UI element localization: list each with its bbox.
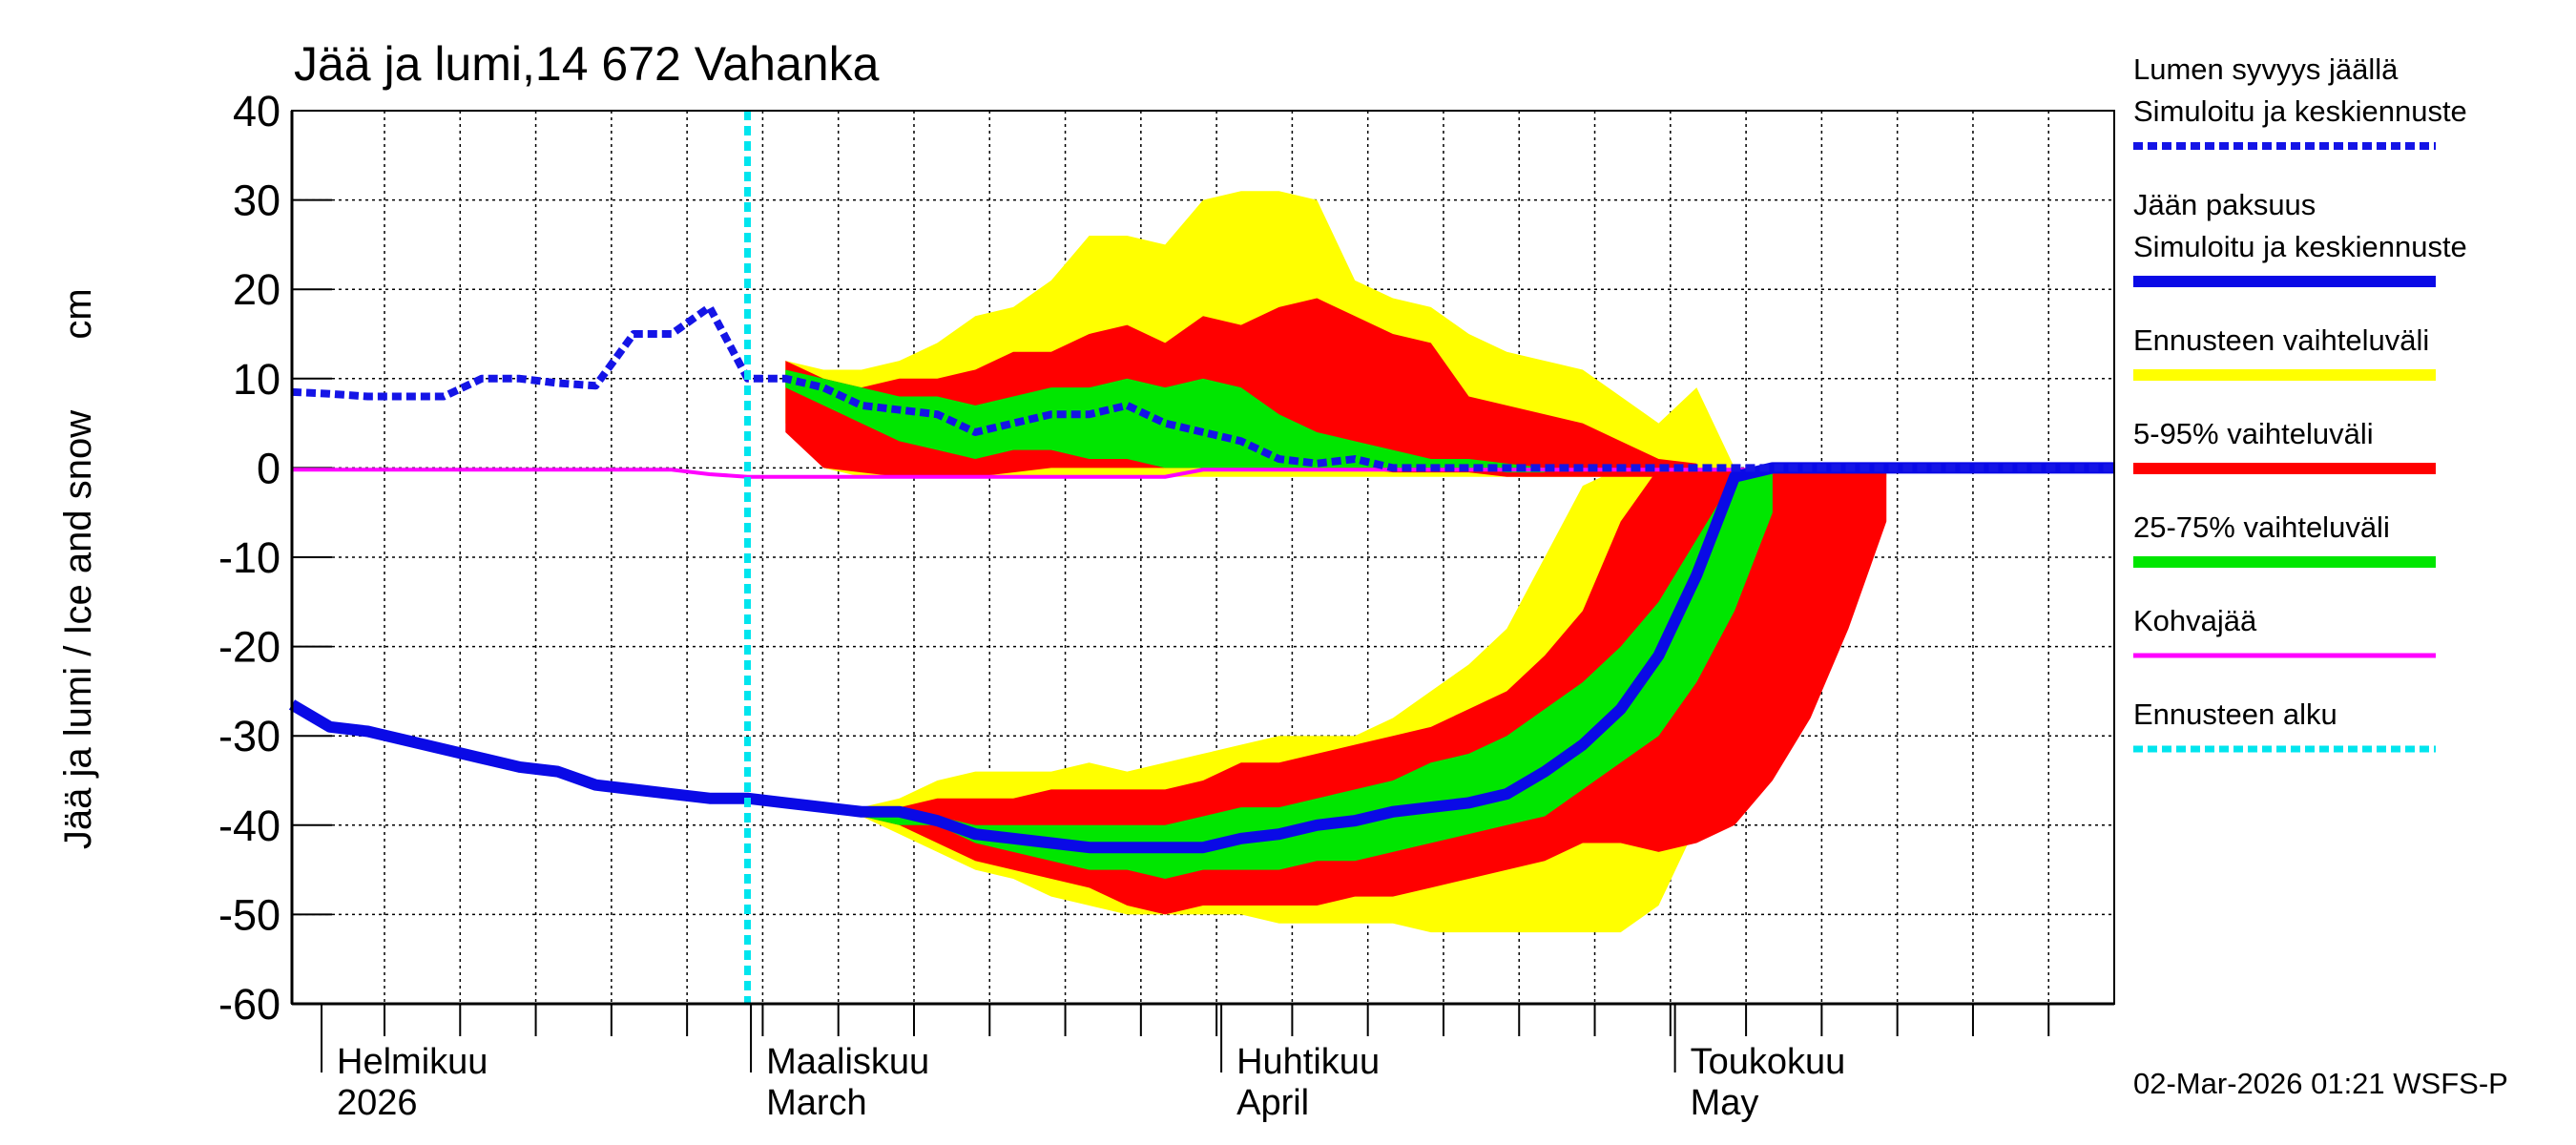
x-month-label: April <box>1236 1083 1309 1123</box>
legend-label: Ennusteen alku <box>2133 697 2337 731</box>
x-month-label: Huhtikuu <box>1236 1042 1380 1082</box>
x-month-label: Helmikuu <box>337 1042 488 1082</box>
legend-label: Kohvajää <box>2133 604 2257 637</box>
series-line <box>291 302 2114 472</box>
legend-label: Ennusteen vaihteluväli <box>2133 323 2429 357</box>
legend-label: 5-95% vaihteluväli <box>2133 417 2374 450</box>
legend-label: Simuloitu ja keskiennuste <box>2133 94 2467 128</box>
x-month-label: 2026 <box>337 1083 418 1123</box>
x-month-label: Maaliskuu <box>766 1042 929 1082</box>
x-month-label: Toukokuu <box>1691 1042 1846 1082</box>
y-tick-label: -40 <box>218 802 280 850</box>
band-area <box>861 468 1887 915</box>
y-axis-unit: cm <box>57 288 99 339</box>
chart-title: Jää ja lumi,14 672 Vahanka <box>294 37 880 91</box>
timestamp: 02-Mar-2026 01:21 WSFS-P <box>2133 1067 2508 1100</box>
y-tick-label: 40 <box>233 87 280 135</box>
band-area <box>785 369 1546 473</box>
y-axis-label: Jää ja lumi / Ice and snow <box>57 410 99 849</box>
legend-label: 25-75% vaihteluväli <box>2133 510 2390 544</box>
x-month-label: March <box>766 1083 867 1123</box>
y-tick-label: -30 <box>218 712 280 760</box>
y-tick-label: 10 <box>233 355 280 404</box>
y-tick-label: -20 <box>218 623 280 672</box>
legend-label: Lumen syvyys jäällä <box>2133 52 2399 86</box>
x-month-label: May <box>1691 1083 1759 1123</box>
legend-label: Jään paksuus <box>2133 188 2316 221</box>
legend-label: Simuloitu ja keskiennuste <box>2133 230 2467 263</box>
y-tick-label: 30 <box>233 177 280 225</box>
y-tick-label: -50 <box>218 890 280 939</box>
y-tick-label: 20 <box>233 265 280 314</box>
y-tick-label: -10 <box>218 533 280 582</box>
y-tick-label: -60 <box>218 980 280 1029</box>
y-tick-label: 0 <box>257 444 280 492</box>
